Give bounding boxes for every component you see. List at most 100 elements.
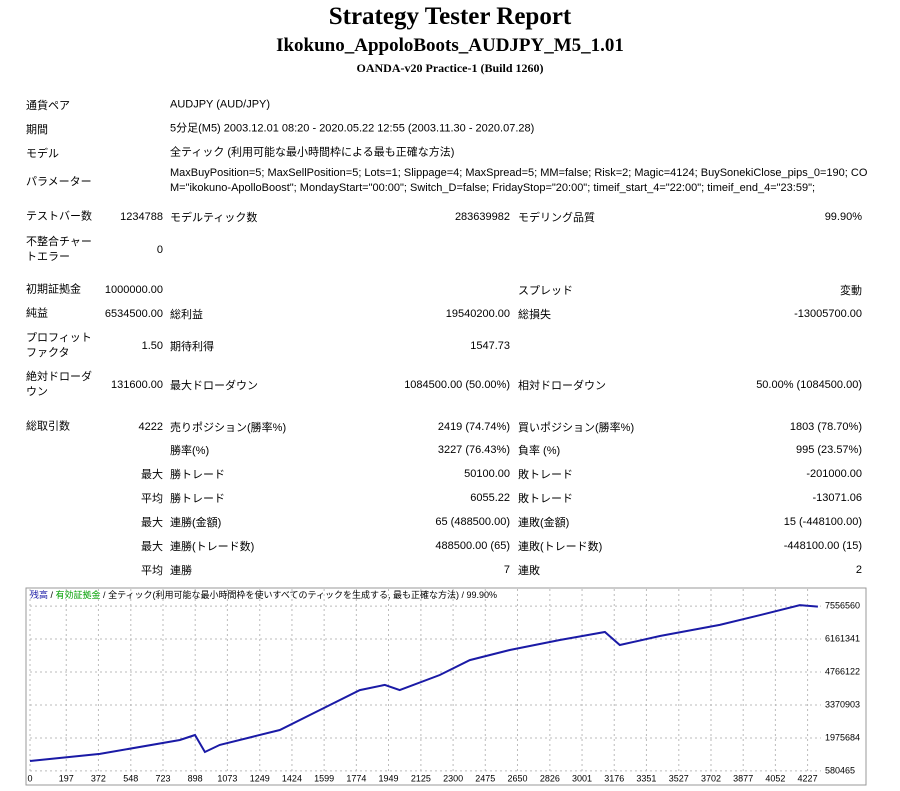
row-text: 全ティック (利用可能な最小時間枠による最も正確な方法) <box>170 146 455 159</box>
row-label: 敗トレード <box>518 469 573 481</box>
row-value: 50100.00 <box>464 468 510 480</box>
row-value: 最大 <box>141 541 163 553</box>
row-value: 7 <box>503 564 510 576</box>
row-value: 1000000.00 <box>104 284 163 296</box>
row-value: -448100.00 (15) <box>783 540 862 552</box>
x-tick-label: 3001 <box>572 773 592 783</box>
row-label: 連敗(金額) <box>518 517 570 529</box>
row-value: 995 (23.57%) <box>795 444 862 456</box>
x-tick-label: 372 <box>91 773 106 783</box>
x-tick-label: 4052 <box>765 773 785 783</box>
row-value: 50.00% (1084500.00) <box>756 379 862 391</box>
row-value: 1803 (78.70%) <box>789 421 862 433</box>
row-text: MaxBuyPosition=5; MaxSellPosition=5; Lot… <box>170 167 868 194</box>
x-tick-label: 2300 <box>443 773 463 783</box>
legend-balance: 残高 <box>30 589 48 600</box>
x-tick-label: 0 <box>27 773 32 783</box>
x-tick-label: 3351 <box>636 773 656 783</box>
separator: / <box>48 590 56 600</box>
chart-frame <box>25 587 867 786</box>
x-tick-label: 723 <box>155 773 170 783</box>
row-label: 連勝(金額) <box>170 517 222 529</box>
y-tick-label: 7556560 <box>825 600 860 610</box>
row-value: 平均 <box>141 493 163 505</box>
legend-quality: 99.90% <box>467 590 498 600</box>
row-value: 2 <box>855 564 862 576</box>
row-value: 19540200.00 <box>445 308 510 320</box>
row-label: 連敗(トレード数) <box>518 541 603 553</box>
x-tick-label: 3527 <box>669 773 689 783</box>
row-text: AUDJPY (AUD/JPY) <box>170 98 271 111</box>
row-label: 期間 <box>26 124 48 136</box>
row-label: 連勝(トレード数) <box>170 541 255 553</box>
row-label: 敗トレード <box>518 493 573 505</box>
x-tick-label: 3702 <box>701 773 721 783</box>
row-label: 勝率(%) <box>170 445 210 457</box>
balance-line <box>29 604 818 762</box>
x-tick-label: 2475 <box>475 773 495 783</box>
x-tick-label: 1424 <box>282 773 302 783</box>
row-value: 2419 (74.74%) <box>437 421 510 433</box>
legend-equity: 有効証拠金 <box>56 589 101 600</box>
row-label: 純益 <box>26 307 48 320</box>
x-tick-label: 898 <box>188 773 203 783</box>
chart-legend: 残高 / 有効証拠金 / 全ティック(利用可能な最小時間枠を使いすべてのティック… <box>30 589 497 600</box>
legend-model: 全ティック(利用可能な最小時間枠を使いすべてのティックを生成する, 最も正確な方… <box>108 589 459 600</box>
x-tick-label: 2125 <box>411 773 431 783</box>
row-label: 買いポジション(勝率%) <box>518 422 635 434</box>
row-label: テストバー数 <box>26 210 92 223</box>
row-label: 初期証拠金 <box>26 283 81 296</box>
row-value: 99.90% <box>824 211 862 223</box>
x-tick-label: 2650 <box>507 773 527 783</box>
x-tick-label: 2826 <box>540 773 560 783</box>
report-title: Strategy Tester Report <box>328 3 572 30</box>
row-label: 期待利得 <box>170 341 214 353</box>
x-tick-label: 1249 <box>250 773 270 783</box>
row-text: 5分足(M5) 2003.12.01 08:20 - 2020.05.22 12… <box>170 122 535 135</box>
row-label: スプレッド <box>518 285 573 297</box>
build-info: OANDA-v20 Practice-1 (Build 1260) <box>356 61 544 75</box>
row-value: 3227 (76.43%) <box>437 444 510 456</box>
row-value: 1234788 <box>120 211 163 223</box>
row-label: 勝トレード <box>170 493 225 505</box>
row-value: 平均 <box>141 565 163 577</box>
row-label: 不整合チャートエラー <box>26 236 92 263</box>
row-label: 総取引数 <box>26 420 70 433</box>
row-value: 1547.73 <box>470 340 510 352</box>
row-label: 負率 (%) <box>518 445 561 457</box>
row-label: モデルティック数 <box>170 212 258 224</box>
row-value: 1.50 <box>141 340 163 352</box>
row-label: プロフィットファクタ <box>26 332 92 359</box>
row-label: 売りポジション(勝率%) <box>170 422 287 434</box>
row-value: -13071.06 <box>812 492 862 504</box>
row-label: 連敗 <box>518 565 540 577</box>
row-label: パラメーター <box>26 176 92 188</box>
x-tick-label: 1599 <box>314 773 334 783</box>
row-value: 4222 <box>138 421 163 433</box>
x-tick-label: 4227 <box>798 773 818 783</box>
row-label: 勝トレード <box>170 469 225 481</box>
row-value: 1084500.00 (50.00%) <box>404 379 510 391</box>
x-tick-label: 1949 <box>379 773 399 783</box>
row-value: 15 (-448100.00) <box>783 516 862 528</box>
row-label: 連勝 <box>170 565 192 577</box>
row-label: 総損失 <box>518 309 551 321</box>
row-value: -13005700.00 <box>794 308 862 320</box>
row-value: 6055.22 <box>470 492 510 504</box>
report-subtitle: Ikokuno_AppoloBoots_AUDJPY_M5_1.01 <box>276 35 624 56</box>
x-tick-label: 1774 <box>346 773 366 783</box>
row-label: 通貨ペア <box>26 100 70 112</box>
row-value: 0 <box>156 244 163 256</box>
row-value: 131600.00 <box>111 379 163 391</box>
row-label: 相対ドローダウン <box>518 380 606 392</box>
row-label: モデル <box>26 148 59 160</box>
x-tick-label: 3877 <box>733 773 753 783</box>
row-value: 65 (488500.00) <box>435 516 510 528</box>
row-label: モデリング品質 <box>518 212 595 224</box>
x-tick-label: 548 <box>123 773 138 783</box>
y-tick-label: 1975684 <box>825 732 860 742</box>
row-value: 6534500.00 <box>104 308 163 320</box>
y-tick-label: 580465 <box>825 765 855 775</box>
